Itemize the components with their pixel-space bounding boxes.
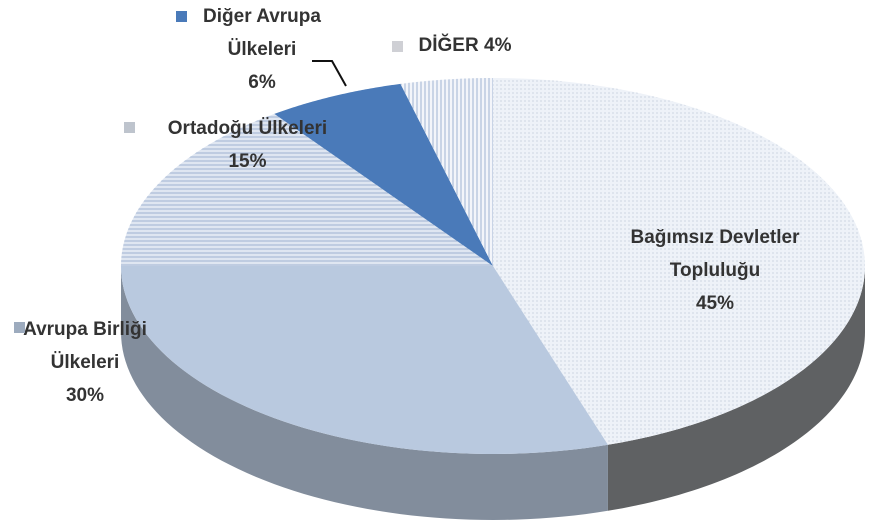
value-label: 4% [484,35,512,56]
slice [121,266,608,454]
legend-swatch [392,41,403,52]
leader-line [312,60,347,87]
slice-side [607,266,865,511]
slice-label: DİĞER 4% [385,29,545,62]
category-label: Bağımsız Devletler Topluluğu [630,227,800,281]
value-label: 30% [65,385,105,406]
legend-swatch [176,11,187,22]
category-label: DİĞER [418,35,479,56]
slice-pattern [493,78,865,445]
slice-label: Avrupa Birliği Ülkeleri 30% [10,313,160,412]
slice-pattern [121,113,493,266]
legend-swatch [14,322,25,333]
legend-swatch [124,122,135,133]
slice-label: Ortadoğu Ülkeleri 15% [130,112,365,178]
value-label: 45% [695,293,735,314]
category-label: Avrupa Birliği Ülkeleri [23,319,147,373]
slice-label: Diğer Avrupa Ülkeleri 6% [182,0,342,99]
value-label: 15% [228,151,267,172]
category-label: Diğer Avrupa Ülkeleri [203,6,321,60]
slice [274,83,493,266]
slice-label: Bağımsız Devletler Topluluğu 45% [590,221,840,320]
value-label: 6% [248,72,276,93]
category-label: Ortadoğu Ülkeleri [167,118,328,139]
slice-pattern [400,78,493,266]
slice-side [121,266,608,520]
